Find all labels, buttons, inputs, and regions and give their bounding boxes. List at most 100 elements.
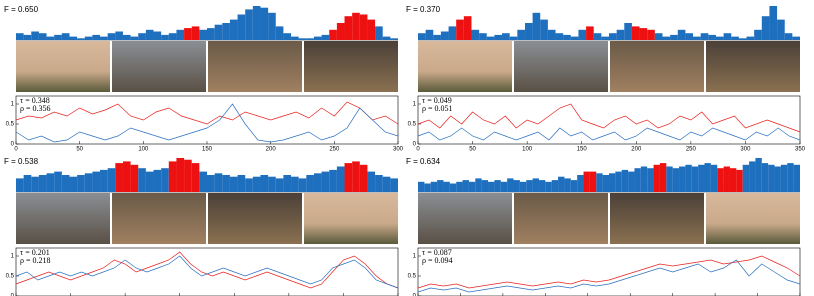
bar (738, 38, 747, 40)
bar (631, 26, 640, 40)
bar (306, 175, 314, 192)
bar (698, 164, 705, 192)
bar (746, 36, 755, 40)
bar (624, 23, 632, 40)
bar (321, 34, 330, 40)
bar (184, 28, 192, 40)
video-frame (112, 41, 206, 92)
bar (23, 34, 32, 40)
video-frame (514, 41, 608, 92)
video-frame (304, 193, 398, 244)
bar (647, 29, 655, 40)
bar (298, 178, 307, 192)
bar (367, 171, 376, 192)
bar (291, 176, 299, 192)
series-line (15, 103, 399, 143)
bar (787, 163, 794, 192)
bar (84, 36, 93, 40)
bar (69, 36, 78, 40)
bar (298, 38, 307, 40)
bar (283, 175, 292, 192)
bar (481, 180, 489, 192)
bar (570, 36, 579, 40)
plot-frame (15, 95, 399, 145)
bar (666, 166, 673, 192)
bar (92, 34, 101, 40)
x-tick-label: 150 (577, 147, 588, 153)
bar (513, 180, 520, 192)
bar (382, 176, 391, 192)
video-frame (610, 41, 704, 92)
bar (100, 36, 108, 40)
bar (558, 176, 565, 192)
bar (634, 168, 641, 192)
bar (693, 36, 701, 40)
bar (31, 31, 39, 40)
bar (252, 176, 261, 192)
bar (593, 33, 602, 40)
bar (502, 33, 510, 40)
bar (749, 161, 756, 192)
bar (313, 173, 322, 192)
x-tick-label: 350 (795, 147, 806, 153)
bar (596, 173, 603, 192)
bar (84, 173, 93, 192)
y-tick-label: 1 (11, 102, 15, 108)
bar (291, 36, 299, 40)
bar (500, 181, 508, 192)
bar (708, 34, 716, 40)
bar (443, 181, 450, 192)
y-tick-label: 1 (11, 254, 15, 260)
bar (456, 181, 463, 192)
bar (736, 169, 743, 192)
video-frame (16, 41, 110, 92)
y-tick-label: 0 (413, 142, 417, 148)
bar (38, 175, 47, 192)
bar (761, 163, 769, 192)
bar (639, 28, 648, 40)
x-tick-label: 0 (416, 147, 420, 153)
bar (509, 36, 518, 40)
bar (448, 26, 457, 40)
bar (710, 164, 718, 192)
bar (344, 16, 353, 40)
x-tick-label: 50 (76, 147, 83, 153)
bar (517, 29, 525, 40)
bar (16, 33, 24, 40)
bar (723, 33, 732, 40)
series-line (417, 255, 801, 289)
y-tick-label: 0 (11, 294, 15, 296)
series-line (15, 101, 399, 125)
bar (532, 12, 541, 41)
video-frame (706, 41, 800, 92)
bar (390, 38, 398, 40)
bar (145, 29, 154, 40)
bar (191, 163, 200, 192)
bar (31, 176, 39, 192)
bar (471, 29, 480, 40)
x-tick-label: 250 (686, 147, 697, 153)
video-frame (208, 193, 302, 244)
bar (777, 19, 785, 40)
bar (214, 24, 223, 40)
bar (653, 164, 660, 192)
score-label: F = 0.370 (406, 5, 441, 14)
bar (207, 175, 215, 192)
bar (367, 19, 376, 40)
video-frame (16, 193, 110, 244)
bar (100, 169, 108, 192)
bar (662, 36, 671, 40)
bar (519, 181, 527, 192)
bar (547, 29, 556, 40)
bar (153, 31, 162, 40)
bar (176, 158, 185, 192)
bar (700, 33, 709, 40)
video-frame (208, 41, 302, 92)
plot-frame (417, 247, 801, 296)
bar (621, 169, 629, 192)
bar (153, 169, 162, 192)
bar (677, 29, 686, 40)
series-line (417, 103, 801, 133)
bar (306, 38, 314, 40)
